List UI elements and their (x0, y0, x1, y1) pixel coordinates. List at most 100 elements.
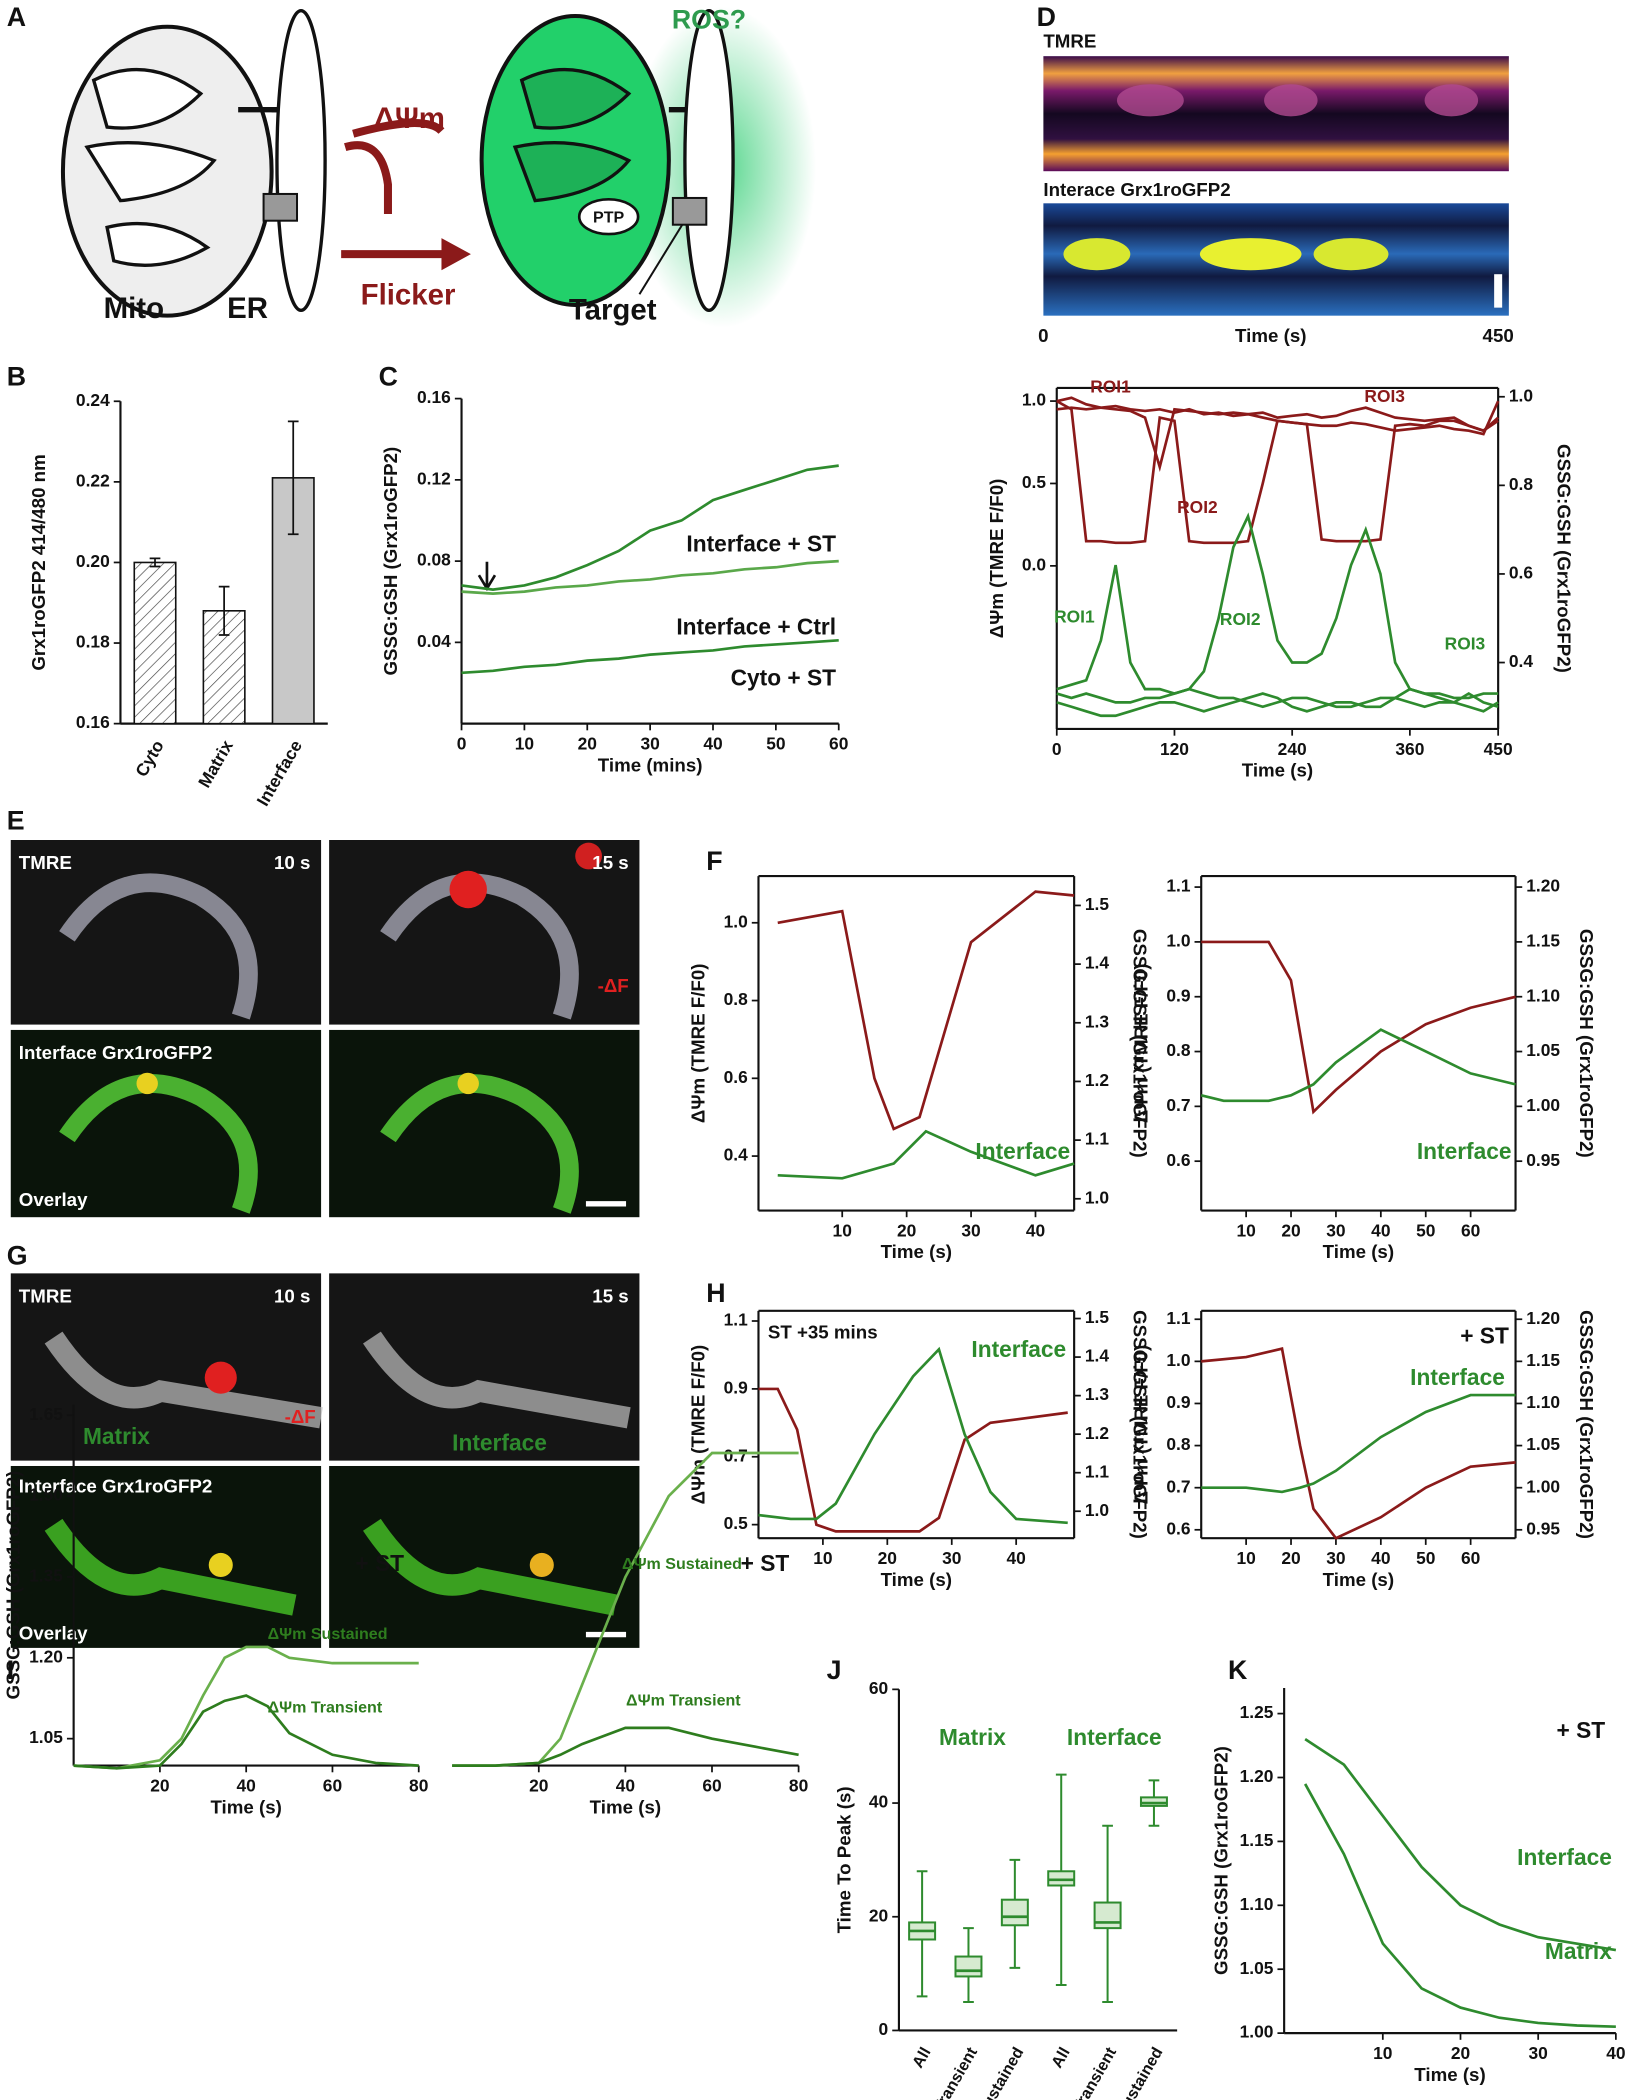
y2-tick-label: 1.20 (1526, 876, 1560, 896)
y-tick-label: 40 (869, 1792, 888, 1812)
image-label: TMRE (19, 852, 72, 873)
y2-tick-label: 1.15 (1526, 1350, 1560, 1370)
y2-axis-label: GSSG:GSH (Grx1roGFP2) (1553, 444, 1574, 673)
group-label: Matrix (939, 1724, 1006, 1750)
panel-label: A (7, 2, 26, 32)
series-line (1201, 940, 1516, 1115)
x-tick-label: 40 (1007, 1548, 1026, 1568)
x-tick-label: 80 (409, 1776, 428, 1796)
y2-tick-label: 1.0 (1085, 1500, 1109, 1520)
image-label: -ΔF (598, 975, 629, 996)
y-tick-label: 1.05 (1240, 1958, 1274, 1978)
y2-tick-label: 0.8 (1509, 474, 1533, 494)
y-axis-label: GSSG:GSH (Grx1roGFP2) (1211, 1746, 1232, 1975)
series-line (452, 1726, 799, 1767)
x-tick-label: 10 (833, 1221, 852, 1241)
x-tick-label: 50 (1416, 1221, 1435, 1241)
error-bar (218, 585, 230, 636)
y-tick-label: 0.9 (1166, 985, 1190, 1005)
panel-label: K (1228, 1655, 1248, 1685)
series-label: ΔΨm Sustained (622, 1555, 742, 1573)
y2-tick-label: 0.6 (1509, 563, 1533, 583)
x-tick-label: 450 (1483, 325, 1514, 346)
y2-tick-label: 1.2 (1085, 1423, 1109, 1443)
y2-tick-label: 0.4 (1509, 651, 1533, 671)
y-tick-label: 0.6 (1166, 1518, 1190, 1538)
series-line (1056, 687, 1499, 709)
y2-tick-label: 1.05 (1526, 1434, 1560, 1454)
x-tick-label: 40 (237, 1776, 256, 1796)
x-tick-label: 0 (1052, 739, 1062, 759)
x-axis-label: Time (s) (881, 1241, 952, 1262)
y2-axis-label: GSSG:GSH (Grx1roGFP2) (1576, 929, 1597, 1158)
x-tick-label: 40 (1606, 2043, 1625, 2063)
y-tick-label: 0.08 (417, 550, 451, 570)
image-label: 10 s (274, 852, 310, 873)
x-tick-label: 120 (1160, 739, 1189, 759)
annotation: Interface (1417, 1138, 1512, 1164)
series-line (1201, 1347, 1516, 1540)
image-label: Interface Grx1roGFP2 (19, 1042, 213, 1063)
x-tick-label: Interface (252, 736, 306, 809)
x-tick-label: 20 (1451, 2043, 1470, 2063)
y-tick-label: 1.50 (29, 1485, 63, 1505)
series-line (777, 1129, 1075, 1180)
y-tick-label: 0 (879, 2019, 889, 2039)
annotation: ST +35 mins (768, 1322, 878, 1343)
x-tick-label: 60 (1461, 1548, 1480, 1568)
y-tick-label: 0.8 (1166, 1040, 1190, 1060)
y2-tick-label: 1.0 (1085, 1187, 1109, 1207)
x-axis-label: Time (s) (1414, 2064, 1485, 2085)
y2-tick-label: 1.5 (1085, 1307, 1109, 1327)
series-line (1056, 399, 1500, 545)
x-tick-label: 30 (942, 1548, 961, 1568)
series-line (1056, 687, 1499, 718)
y-tick-label: 1.1 (724, 1310, 748, 1330)
x-tick-label: 10 (1373, 2043, 1392, 2063)
panel-label: G (7, 1240, 28, 1270)
y-tick-label: 0.5 (1022, 472, 1046, 492)
x-tick-label: 10 (813, 1548, 832, 1568)
x-tick-label: 20 (578, 734, 597, 754)
x-axis-label: Time (s) (210, 1796, 281, 1817)
y-tick-label: 0.6 (724, 1067, 748, 1087)
x-tick-label: 20 (897, 1221, 916, 1241)
y2-tick-label: 1.20 (1526, 1308, 1560, 1328)
series-line (777, 890, 1075, 1131)
y2-tick-label: 0.95 (1526, 1150, 1560, 1170)
y-tick-label: 1.05 (29, 1727, 63, 1747)
x-tick-label: 30 (640, 734, 659, 754)
x-axis-label: Time (s) (590, 1796, 661, 1817)
annotation: Interface (1410, 1364, 1505, 1390)
image-label: 10 s (274, 1285, 310, 1306)
error-bar (287, 420, 299, 536)
panel-label: B (7, 362, 26, 392)
y-tick-label: 1.20 (29, 1646, 63, 1666)
x-axis-label: Time (s) (1323, 1569, 1394, 1590)
y-tick-label: 1.15 (1240, 1830, 1274, 1850)
diagram-label: ΔΨm (374, 102, 445, 135)
x-tick-label: 60 (323, 1776, 342, 1796)
diagram-label: PTP (593, 208, 625, 226)
y-tick-label: 0.0 (1022, 554, 1046, 574)
x-tick-label: 60 (702, 1776, 721, 1796)
x-tick-label: Transient (930, 2044, 982, 2100)
y-tick-label: 1.25 (1240, 1702, 1274, 1722)
x-tick-label: 10 (1236, 1221, 1255, 1241)
x-axis-label: Time (s) (1323, 1241, 1394, 1262)
diagram-label: ER (227, 292, 268, 325)
y-axis-label: ΔΨm (TMRE F/F0) (986, 479, 1007, 639)
box (1139, 1796, 1168, 1807)
y-axis-label: GSSG:GSH (Grx1roGFP2) (380, 447, 401, 676)
y-tick-label: 1.1 (1166, 1308, 1190, 1328)
x-tick-label: Transient (1069, 2044, 1121, 2100)
image-label: 15 s (592, 1285, 628, 1306)
annotation: Interface (452, 1430, 547, 1456)
y-tick-label: 1.0 (724, 911, 748, 931)
y-tick-label: 0.04 (417, 631, 451, 651)
series-line (461, 638, 839, 675)
x-tick-label: 30 (1326, 1548, 1345, 1568)
x-tick-label: 40 (616, 1776, 635, 1796)
x-tick-label: 80 (789, 1776, 808, 1796)
